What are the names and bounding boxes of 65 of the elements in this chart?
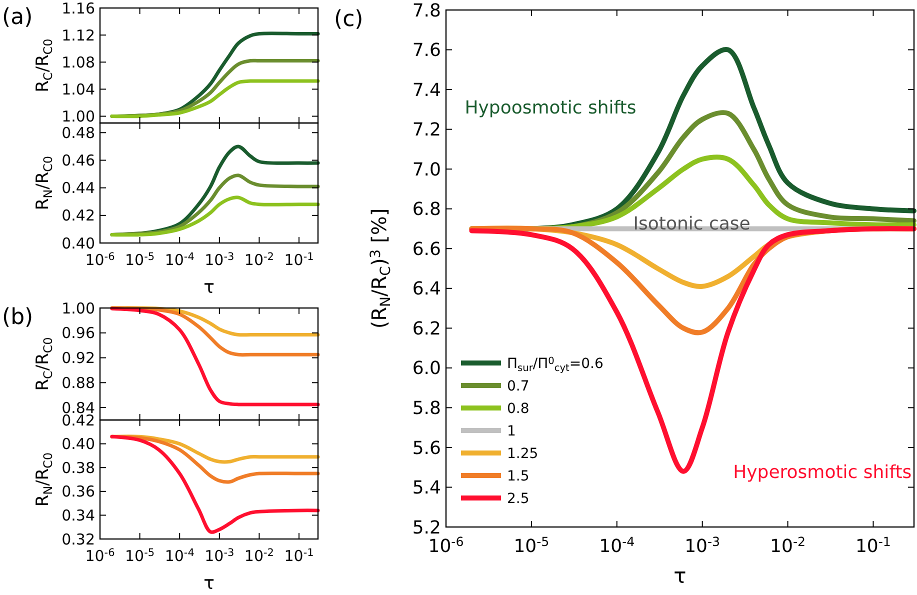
y-tick-label: 1.12 — [62, 26, 95, 44]
y-tick-label: 7.0 — [412, 159, 441, 180]
x-tick-label: 10$^{-1}$ — [855, 534, 891, 557]
y-tick-label: 1.08 — [62, 53, 95, 72]
legend-label: 1.5 — [507, 468, 530, 484]
x-axis-title: τ — [204, 277, 214, 298]
legend-label: 2.5 — [507, 490, 530, 507]
y-tick-label: 7.4 — [412, 80, 441, 101]
y-tick-label: 1.16 — [62, 0, 95, 18]
y-tick-label: 6.2 — [412, 318, 441, 340]
legend-label: Π$_{sur}$/Π$^{0}$$_{cyt}$=0.6 — [507, 355, 604, 374]
y-tick-label: 0.36 — [62, 482, 95, 501]
y-tick-label: 7.6 — [412, 40, 441, 62]
y-tick-label: 0.96 — [62, 324, 95, 342]
y-tick-label: 0.88 — [62, 374, 95, 392]
y-tick-label: 0.46 — [62, 151, 95, 170]
x-tick-label: 10$^{-4}$ — [164, 547, 195, 565]
y-tick-label: 0.42 — [62, 206, 95, 225]
x-tick-label: 10$^{-4}$ — [164, 251, 195, 269]
y-tick-label: 1.00 — [62, 107, 95, 126]
x-tick-label: 10$^{-6}$ — [85, 251, 116, 269]
chart-title: (b) — [2, 305, 34, 330]
y-tick-label: 0.32 — [62, 530, 95, 548]
y-tick-label: 7.2 — [412, 120, 441, 141]
y-tick-label: 0.40 — [62, 435, 95, 454]
y-tick-label: 5.4 — [412, 478, 441, 499]
y-tick-label: 6.6 — [412, 238, 441, 260]
y-tick-label: 5.6 — [412, 438, 441, 459]
legend-label: 1 — [507, 423, 516, 440]
chart-title: (c) — [334, 7, 364, 32]
y-tick-label: 0.44 — [62, 179, 95, 198]
y-tick-label: 7.8 — [412, 0, 441, 22]
x-tick-label: 10$^{-6}$ — [85, 547, 116, 565]
x-tick-label: 10$^{-3}$ — [204, 547, 234, 565]
x-tick-label: 10$^{-5}$ — [514, 534, 550, 557]
x-tick-label: 10$^{-2}$ — [770, 534, 806, 557]
y-tick-label: 0.40 — [62, 234, 95, 252]
annotation: Isotonic case — [633, 214, 750, 235]
x-tick-label: 10$^{-1}$ — [284, 547, 314, 565]
y-tick-label: 6.4 — [412, 278, 441, 300]
legend-label: 1.25 — [507, 446, 538, 462]
y-tick-label: 0.92 — [62, 349, 95, 368]
y-tick-label: 0.48 — [62, 124, 95, 142]
annotation: Hypoosmotic shifts — [464, 97, 636, 118]
x-tick-label: 10$^{-3}$ — [684, 534, 720, 557]
x-tick-label: 10$^{-2}$ — [244, 547, 274, 565]
x-tick-label: 10$^{-5}$ — [125, 547, 155, 565]
y-tick-label: 6.0 — [412, 358, 441, 380]
x-axis-title: τ — [204, 573, 214, 594]
y-tick-label: 0.34 — [62, 506, 95, 524]
y-tick-label: 0.38 — [62, 458, 95, 477]
x-tick-label: 10$^{-5}$ — [125, 251, 155, 269]
y-tick-label: 5.8 — [412, 398, 441, 419]
x-tick-label: 10$^{-1}$ — [284, 251, 314, 269]
x-axis-title: τ — [674, 564, 686, 588]
chart-title: (a) — [2, 5, 33, 30]
legend-label: 0.8 — [507, 400, 530, 417]
x-tick-label: 10$^{-3}$ — [204, 251, 234, 269]
y-tick-label: 6.8 — [412, 199, 441, 220]
annotation: Hyperosmotic shifts — [733, 462, 912, 483]
y-tick-label: 1.04 — [62, 80, 95, 98]
legend-label: 0.7 — [507, 378, 530, 394]
x-tick-label: 10$^{-4}$ — [599, 534, 635, 557]
x-tick-label: 10$^{-2}$ — [244, 251, 274, 269]
y-tick-label: 1.00 — [62, 299, 95, 318]
